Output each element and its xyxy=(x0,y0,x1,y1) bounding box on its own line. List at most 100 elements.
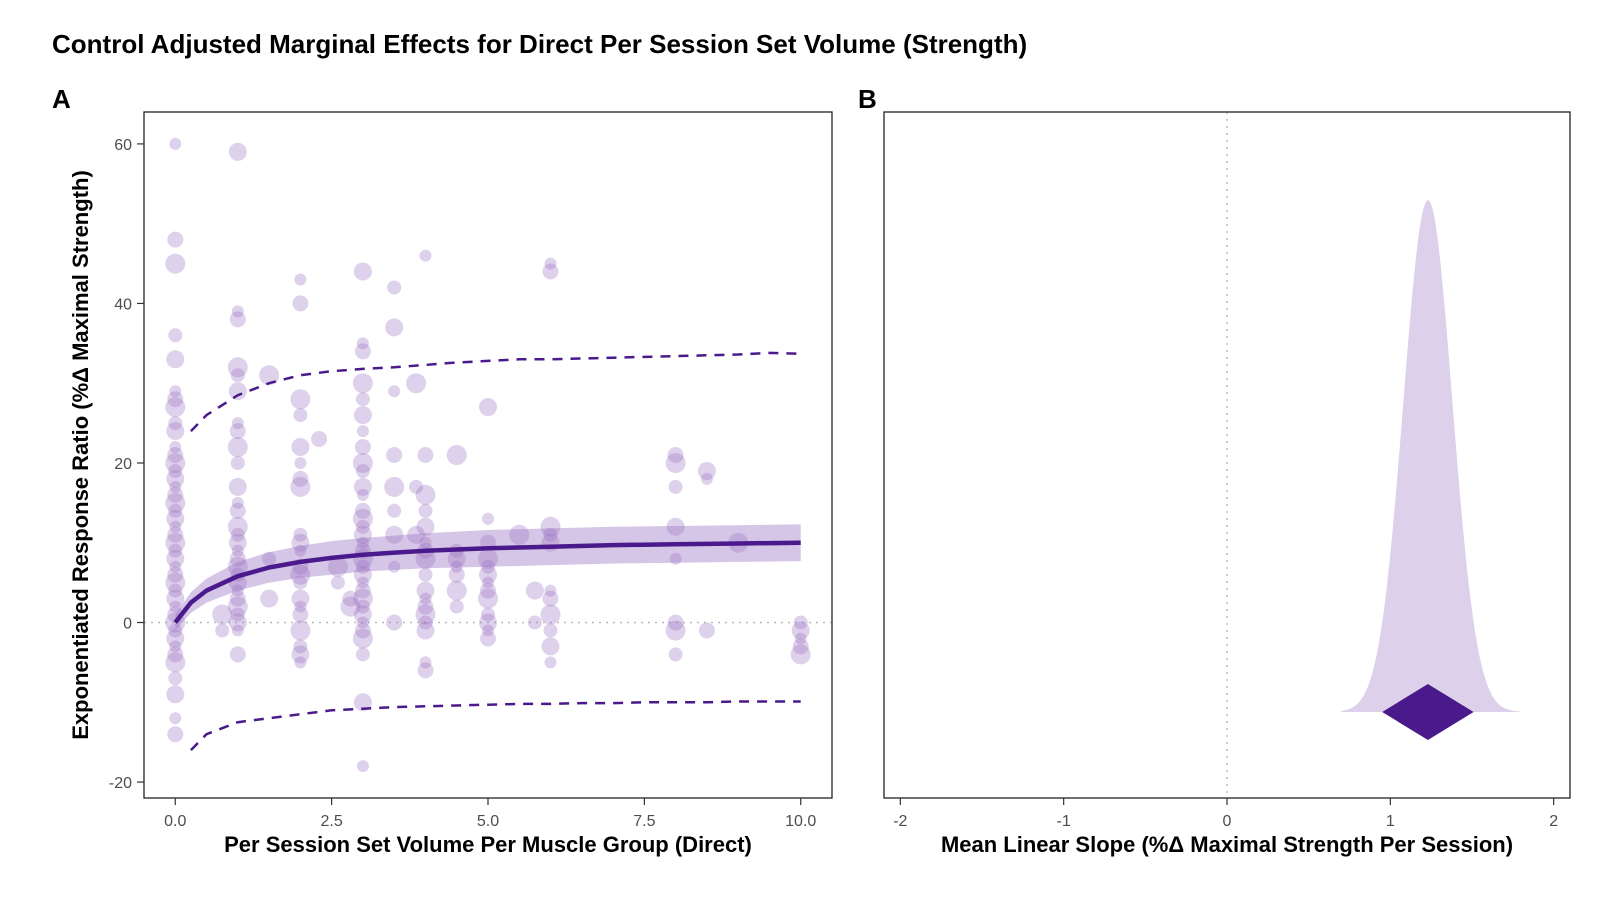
data-point xyxy=(525,581,544,600)
y-axis-ticks-a: -20 0 20 40 60 xyxy=(109,137,144,792)
data-point xyxy=(165,453,186,473)
data-point xyxy=(527,615,542,630)
data-point xyxy=(230,368,245,383)
posterior-density-layer xyxy=(1341,200,1521,712)
data-point xyxy=(167,646,184,663)
data-point xyxy=(291,533,310,552)
y-tick-label: 60 xyxy=(114,137,132,154)
data-point xyxy=(352,508,373,529)
data-point xyxy=(478,548,498,569)
prediction-interval-lower xyxy=(190,700,801,751)
data-point xyxy=(698,622,715,639)
data-point xyxy=(168,503,183,518)
data-point xyxy=(355,464,370,478)
x-tick-label: 2.5 xyxy=(321,813,343,830)
data-point xyxy=(386,447,403,463)
data-point xyxy=(168,328,183,343)
data-point xyxy=(356,576,369,589)
data-point xyxy=(544,584,557,597)
scatter-points-layer xyxy=(165,137,811,773)
data-point xyxy=(229,423,246,440)
data-point xyxy=(385,318,404,337)
data-point xyxy=(356,536,369,549)
data-point xyxy=(294,656,307,669)
panel-b: B -2 -1 0 1 2 Mean Linear Slope (%Δ Maximal … xyxy=(858,84,1571,857)
data-point xyxy=(231,305,244,318)
y-tick-label: 40 xyxy=(114,296,132,313)
data-point xyxy=(542,263,559,280)
x-tick-label: 7.5 xyxy=(633,813,655,830)
data-point xyxy=(169,480,182,493)
y-tick-label: -20 xyxy=(109,775,132,792)
data-point xyxy=(168,416,183,431)
data-point xyxy=(668,647,683,662)
data-point xyxy=(544,257,557,270)
data-point xyxy=(293,575,308,590)
data-point xyxy=(669,552,682,565)
data-point xyxy=(353,605,372,624)
data-point xyxy=(290,389,311,410)
x-tick-label: 10.0 xyxy=(785,813,816,830)
data-point xyxy=(482,624,494,637)
data-point xyxy=(446,580,467,601)
data-point xyxy=(416,621,435,640)
data-point xyxy=(229,646,246,663)
data-point xyxy=(355,519,370,534)
data-point xyxy=(168,671,183,686)
x-tick-label-b: -1 xyxy=(1057,813,1071,830)
data-point xyxy=(388,385,401,398)
data-point xyxy=(230,527,245,542)
data-point xyxy=(166,469,185,488)
data-point xyxy=(292,470,309,487)
data-point xyxy=(666,517,685,536)
data-point xyxy=(665,620,686,641)
data-point xyxy=(231,417,244,430)
data-point xyxy=(356,425,369,438)
data-point xyxy=(355,599,370,614)
estimate-diamond xyxy=(1382,684,1474,740)
x-tick-label: 0.0 xyxy=(164,813,186,830)
data-point xyxy=(168,623,183,638)
data-point xyxy=(792,638,809,655)
data-point xyxy=(418,503,433,518)
data-point xyxy=(227,516,248,537)
data-point xyxy=(293,408,308,423)
data-point xyxy=(293,527,308,542)
data-point xyxy=(167,447,184,463)
data-point xyxy=(294,457,307,469)
data-point xyxy=(791,621,810,640)
data-point xyxy=(352,628,373,649)
data-point xyxy=(356,616,369,629)
data-point xyxy=(292,295,309,312)
data-point xyxy=(169,441,182,453)
data-point xyxy=(542,590,559,607)
plot-frame-a xyxy=(143,111,833,799)
data-point xyxy=(479,565,497,584)
data-point xyxy=(227,596,248,617)
data-point xyxy=(168,543,183,558)
data-point xyxy=(229,311,246,328)
data-point xyxy=(167,526,184,543)
data-point xyxy=(169,640,182,653)
data-point xyxy=(353,406,372,425)
data-point xyxy=(229,550,246,567)
y-tick-label: 20 xyxy=(114,456,132,473)
data-point xyxy=(165,397,186,418)
figure-title: Control Adjusted Marginal Effects for Di… xyxy=(52,29,1027,59)
data-point xyxy=(166,422,185,441)
data-point xyxy=(166,629,185,648)
data-point xyxy=(482,512,494,525)
data-point xyxy=(668,479,683,494)
data-point xyxy=(229,590,246,607)
data-point xyxy=(419,592,432,605)
data-point xyxy=(262,551,277,566)
data-point xyxy=(290,564,311,585)
data-point xyxy=(169,520,182,533)
data-point xyxy=(231,544,244,557)
data-point xyxy=(450,560,463,573)
data-point xyxy=(415,604,436,625)
data-point xyxy=(700,472,713,485)
data-point xyxy=(228,477,247,496)
data-point xyxy=(386,614,403,631)
